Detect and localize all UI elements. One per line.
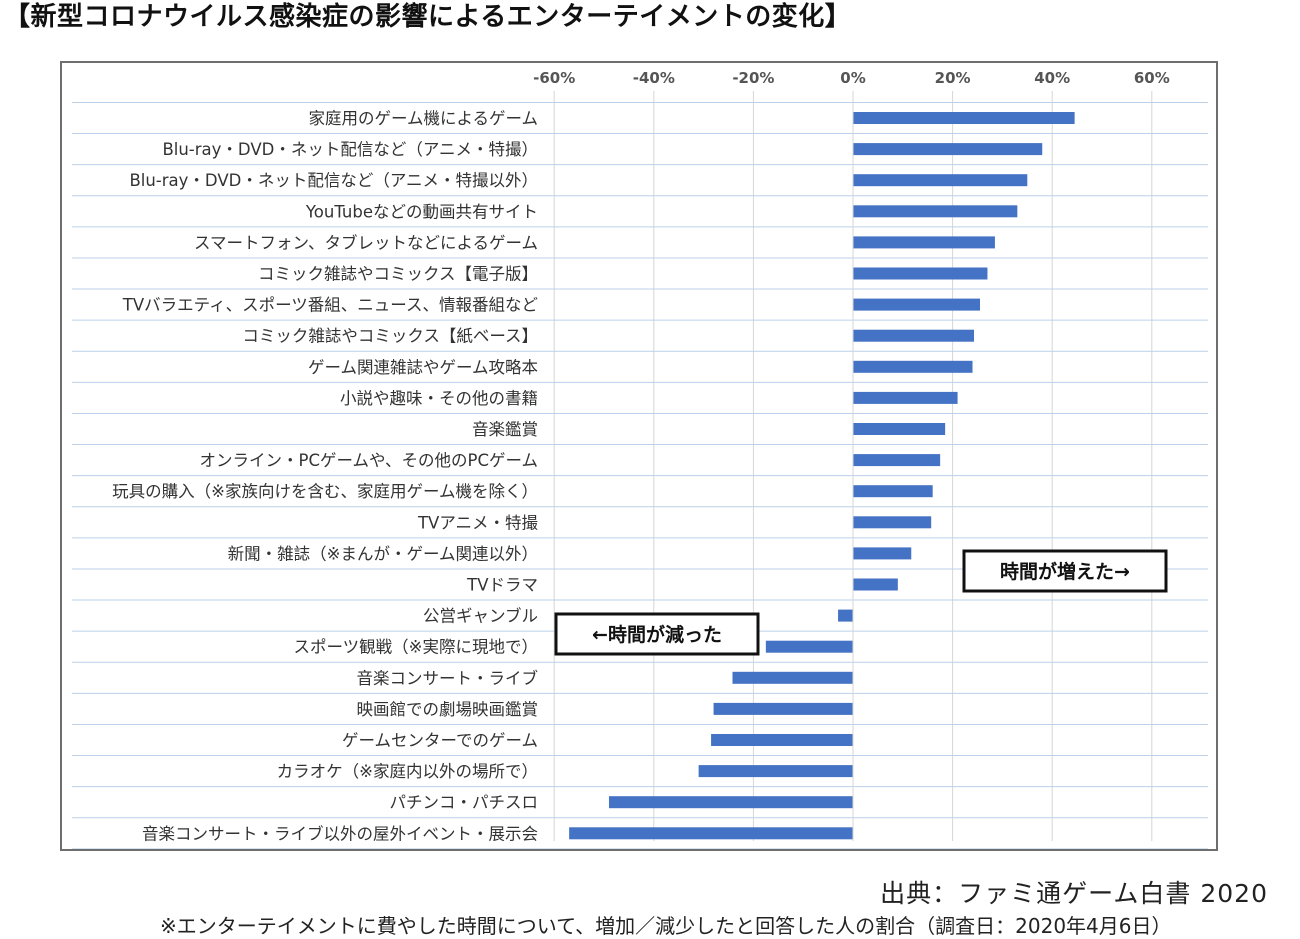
annotation-box: [554, 612, 760, 656]
category-label: 映画館での劇場映画鑑賞: [357, 700, 539, 719]
category-label: 公営ギャンブル: [423, 606, 538, 626]
category-label: 音楽鑑賞: [472, 420, 538, 439]
bar: [853, 516, 932, 529]
category-label: スポーツ観戦（※実際に現地で）: [294, 638, 539, 657]
category-label: オンライン・PCゲームや、その他のPCゲーム: [200, 451, 538, 470]
category-label: スマートフォン、タブレットなどによるゲーム: [194, 232, 538, 252]
bar: [838, 609, 853, 622]
bar: [853, 391, 958, 404]
chart-frame: -60% -40% -20% 0% 20% 40% 60% 家庭用のゲーム機によるゲーム Blu…: [60, 61, 1218, 851]
category-label: 音楽コンサート・ライブ: [357, 668, 539, 688]
x-tick-label: 20%: [935, 69, 971, 87]
x-tick-label: -20%: [732, 69, 774, 87]
x-tick-label: -60%: [533, 69, 575, 87]
category-label: 新聞・雑誌（※まんが・ゲーム関連以外）: [228, 544, 538, 563]
bar: [765, 640, 853, 653]
bar: [711, 734, 853, 746]
bar: [853, 174, 1028, 187]
category-label: ゲーム関連雑誌やゲーム攻略本: [308, 358, 538, 377]
annotation-box: [962, 549, 1168, 593]
category-label: 玩具の購入（※家族向けを含む、家庭用ゲーム機を除く）: [112, 482, 538, 501]
category-label: Blu-ray・DVD・ネット配信など（アニメ・特撮）: [162, 140, 538, 159]
bar: [853, 578, 898, 591]
bar: [853, 360, 973, 373]
bar: [853, 236, 995, 249]
annotation-text: ←時間が減った: [592, 623, 722, 646]
bar: [853, 205, 1018, 218]
bar: [853, 112, 1075, 124]
category-label: カラオケ（※家庭内以外の場所で）: [277, 762, 538, 781]
category-label: 小説や趣味・その他の書籍: [340, 389, 538, 408]
bar: [608, 796, 853, 809]
bar: [698, 765, 853, 778]
category-label: ゲームセンターでのゲーム: [342, 731, 538, 750]
bar: [853, 423, 946, 435]
bar: [853, 454, 941, 467]
page-title: 【新型コロナウイルス感染症の影響によるエンターテイメントの変化】: [4, 2, 852, 32]
category-label: Blu-ray・DVD・ネット配信など（アニメ・特撮以外）: [129, 171, 538, 190]
x-tick-label: -40%: [633, 69, 675, 87]
x-tick-label: 40%: [1034, 69, 1070, 87]
category-label: コミック雑誌やコミックス【紙ベース】: [242, 327, 538, 346]
bar: [853, 547, 912, 560]
category-label: コミック雑誌やコミックス【電子版】: [258, 265, 538, 284]
bar: [853, 298, 980, 311]
bar: [732, 671, 853, 684]
category-label: TVバラエティ、スポーツ番組、ニュース、情報番組など: [122, 296, 539, 315]
annotation-text: 時間が増えた→: [1000, 560, 1130, 583]
category-label: TVドラマ: [466, 576, 538, 595]
category-label: パチンコ・パチスロ: [390, 793, 539, 812]
bar: [569, 827, 853, 840]
category-label: 音楽コンサート・ライブ以外の屋外イベント・展示会: [142, 823, 538, 843]
x-tick-label: 0%: [840, 69, 865, 87]
bar: [713, 702, 853, 715]
category-label: 家庭用のゲーム機によるゲーム: [308, 109, 538, 128]
bar-chart: -60% -40% -20% 0% 20% 40% 60% 家庭用のゲーム機によるゲーム Blu…: [72, 69, 1208, 849]
survey-footnote: ※エンターテイメントに費やした時間について、増加／減少したと回答した人の割合（調…: [160, 914, 1172, 938]
category-label: TVアニメ・特撮: [417, 513, 539, 532]
bar: [853, 267, 988, 280]
category-label: YouTubeなどの動画共有サイト: [305, 202, 538, 221]
source-citation: 出典：ファミ通ゲーム白書 2020: [880, 879, 1268, 908]
x-tick-label: 60%: [1134, 69, 1170, 87]
bar: [853, 485, 933, 498]
bar: [853, 329, 975, 342]
bar: [853, 143, 1043, 156]
